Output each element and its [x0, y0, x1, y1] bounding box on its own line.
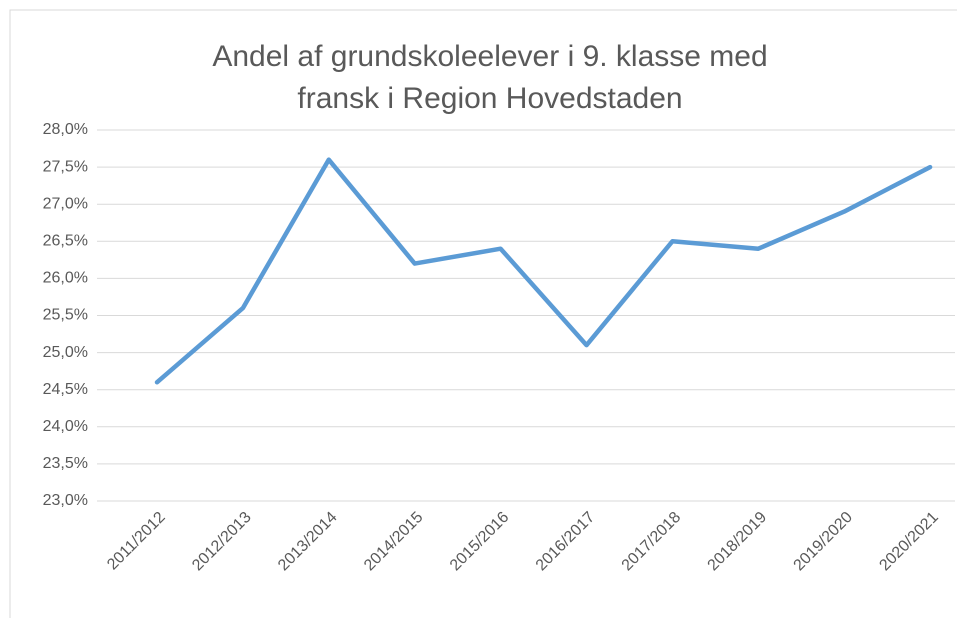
y-tick-label: 27,0% — [43, 195, 88, 212]
y-tick-label: 27,5% — [43, 158, 88, 175]
x-tick-label: 2019/2020 — [791, 509, 857, 575]
x-tick-label: 2014/2015 — [361, 509, 427, 575]
y-tick-label: 23,0% — [43, 492, 88, 509]
x-tick-label: 2020/2021 — [876, 509, 942, 575]
x-tick-label: 2011/2012 — [104, 509, 169, 574]
x-tick-label: 2012/2013 — [189, 509, 255, 575]
y-tick-label: 23,5% — [43, 455, 88, 472]
x-tick-label: 2018/2019 — [705, 509, 771, 575]
x-tick-label: 2013/2014 — [275, 509, 341, 575]
line-series — [154, 157, 933, 385]
y-tick-label: 26,5% — [43, 233, 88, 250]
y-tick-label: 26,0% — [43, 270, 88, 287]
x-tick-label: 2016/2017 — [533, 509, 599, 575]
y-tick-label: 25,0% — [43, 344, 88, 361]
y-tick-label: 28,0% — [43, 121, 88, 138]
x-tick-label: 2017/2018 — [619, 509, 685, 575]
y-tick-label: 24,5% — [43, 381, 88, 398]
chart-title: Andel af grundskoleelever i 9. klasse me… — [212, 40, 768, 115]
y-tick-label: 25,5% — [43, 307, 88, 324]
x-tick-label: 2015/2016 — [447, 509, 513, 575]
y-tick-label: 24,0% — [43, 418, 88, 435]
chart-border — [9, 9, 957, 618]
